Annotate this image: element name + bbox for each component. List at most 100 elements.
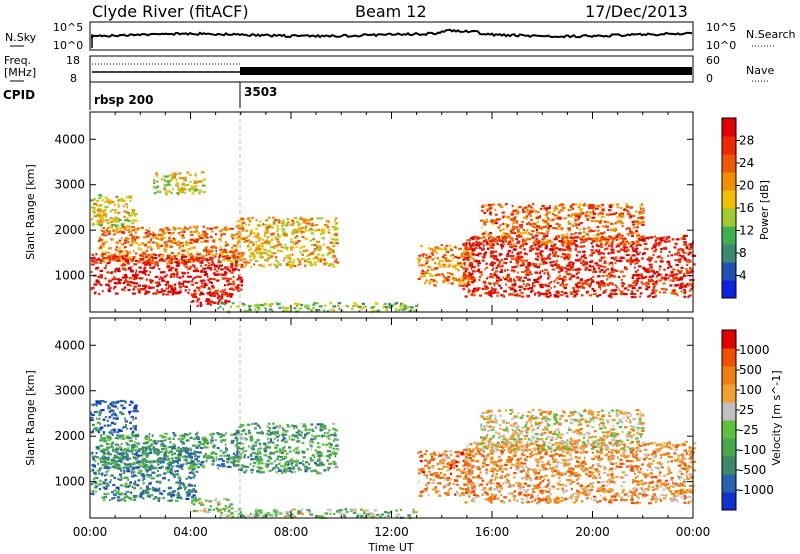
scatter-cell-2696 <box>544 283 547 286</box>
scatter-cell-1505 <box>241 258 243 262</box>
scatter-cell-1045 <box>95 400 98 403</box>
scatter-cell-264 <box>193 265 196 268</box>
scatter-cell-1312 <box>277 233 280 236</box>
scatter-cell-94 <box>145 446 149 449</box>
scatter-cell-435 <box>182 275 185 278</box>
scatter-cell-1228 <box>220 293 224 296</box>
scatter-cell-532 <box>224 271 228 274</box>
scatter-cell-2670 <box>610 243 613 246</box>
scatter-cell-892 <box>199 234 203 237</box>
scatter-cell-41 <box>92 260 95 263</box>
scatter-cell-1668 <box>308 229 312 232</box>
scatter-cell-3779 <box>513 232 517 235</box>
scatter-cell-2794 <box>637 237 641 240</box>
scatter-cell-3249 <box>568 255 571 258</box>
scatter-cell-1248 <box>212 294 217 297</box>
scatter-cell-250 <box>173 475 176 478</box>
scatter-cell-530 <box>142 453 147 456</box>
scatter-cell-391 <box>130 498 133 501</box>
scatter-cell-342 <box>192 264 195 267</box>
scatter-cell-3570 <box>596 233 600 236</box>
scatter-cell-589 <box>110 442 114 445</box>
scatter-cell-3571 <box>487 203 491 206</box>
scatter-cell-3051 <box>561 279 565 282</box>
scatter-cell-3399 <box>516 221 519 224</box>
scatter-cell-2530 <box>518 286 522 289</box>
scatter-cell-835 <box>158 244 161 247</box>
scatter-cell-3683 <box>605 243 608 246</box>
scatter-cell-2548 <box>544 246 548 250</box>
scatter-cell-1001 <box>131 222 135 225</box>
scatter-cell-3651 <box>532 235 535 238</box>
scatter-cell-3103 <box>683 234 687 238</box>
scatter-cell-1773 <box>376 309 380 312</box>
scatter-cell-684 <box>128 436 132 439</box>
scatter-cell-3418 <box>501 234 504 237</box>
scatter-cell-1751 <box>312 306 316 309</box>
scatter-cell-131 <box>113 287 115 290</box>
scatter-cell-1570 <box>329 241 333 244</box>
scatter-cell-2209 <box>638 286 642 289</box>
scatter-cell-2579 <box>609 271 612 275</box>
scatter-cell-556 <box>120 458 123 461</box>
scatter-cell-926 <box>193 462 196 465</box>
scatter-cell-2140 <box>485 266 489 269</box>
scatter-cell-3721 <box>553 227 557 230</box>
scatter-cell-3319 <box>532 208 535 211</box>
scatter-cell-224 <box>165 280 170 283</box>
scatter-cell-3058 <box>588 294 593 297</box>
scatter-cell-2337 <box>490 295 493 298</box>
scatter-cell-3243 <box>468 239 471 242</box>
scatter-cell-1251 <box>224 293 228 296</box>
scatter-cell-798 <box>211 463 215 466</box>
scatter-cell-799 <box>178 232 181 235</box>
scatter-cell-3788 <box>512 209 516 213</box>
scatter-cell-1240 <box>226 295 229 298</box>
scatter-cell-135 <box>210 263 213 266</box>
scatter-cell-632 <box>150 255 153 258</box>
scatter-cell-3560 <box>525 218 528 221</box>
scatter-cell-673 <box>137 227 140 230</box>
scatter-cell-3521 <box>583 237 586 240</box>
scatter-cell-2019 <box>556 292 560 295</box>
scatter-cell-939 <box>219 245 222 248</box>
scatter-cell-1698 <box>408 305 411 309</box>
scatter-cell-26 <box>211 260 214 263</box>
scatter-cell-737 <box>178 453 181 456</box>
scatter-cell-53 <box>125 476 129 479</box>
scatter-cell-394 <box>141 277 144 280</box>
scatter-cell-1451 <box>257 237 261 240</box>
scatter-cell-97 <box>188 275 192 278</box>
scatter-cell-755 <box>197 437 200 441</box>
scatter-cell-351 <box>230 263 234 266</box>
scatter-cell-1330 <box>250 252 254 255</box>
scatter-cell-3496 <box>526 209 529 212</box>
scatter-cell-1572 <box>330 237 334 240</box>
scatter-cell-3076 <box>484 268 486 271</box>
scatter-cell-3670 <box>490 218 494 222</box>
scatter-cell-161 <box>200 285 203 288</box>
scatter-cell-714 <box>148 438 152 442</box>
scatter-cell-501 <box>227 280 229 283</box>
scatter-cell-756 <box>231 233 234 236</box>
scatter-cell-879 <box>215 455 217 458</box>
scatter-cell-1131 <box>183 191 186 194</box>
scatter-cell-2497 <box>544 294 547 297</box>
scatter-cell-19 <box>106 482 109 485</box>
scatter-cell-3283 <box>555 215 559 218</box>
scatter-cell-2833 <box>678 254 682 257</box>
scatter-cell-1265 <box>238 220 242 223</box>
scatter-cell-3463 <box>525 215 529 218</box>
scatter-cell-3095 <box>467 276 472 279</box>
scatter-cell-754 <box>168 460 171 463</box>
scatter-cell-1378 <box>261 265 265 268</box>
scatter-cell-3376 <box>640 221 644 224</box>
scatter-cell-1661 <box>252 244 255 247</box>
scatter-cell-2587 <box>513 265 517 269</box>
scatter-cell-3528 <box>594 234 597 237</box>
scatter-cell-458 <box>90 492 93 495</box>
scatter-cell-1738 <box>299 307 303 310</box>
scatter-cell-950 <box>222 439 226 442</box>
scatter-cell-400 <box>96 280 100 283</box>
scatter-cell-3104 <box>549 253 552 256</box>
